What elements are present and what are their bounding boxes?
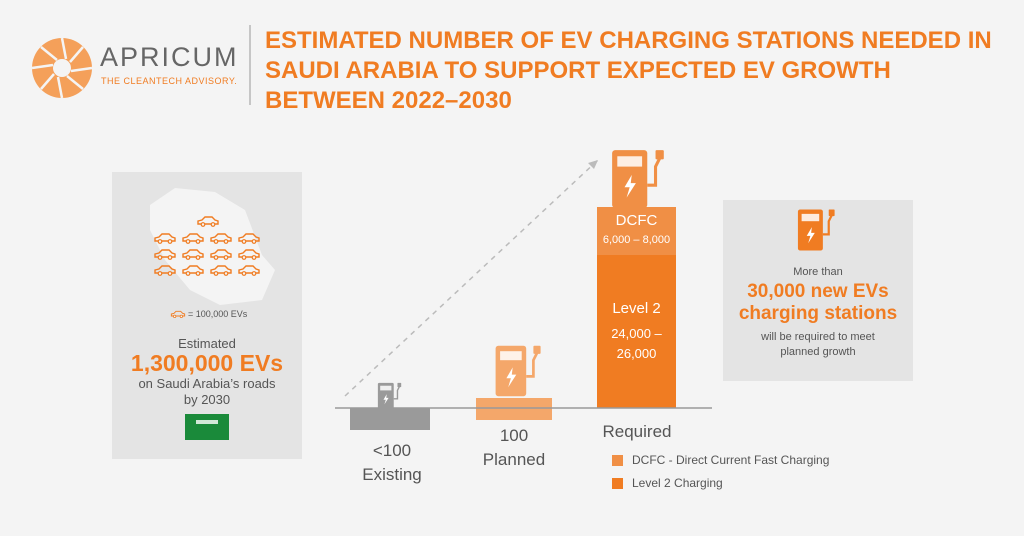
stage-value: <100 (372, 441, 412, 460)
panel-highlight: 1,300,000 EVs (130, 350, 284, 376)
stage-label: Required (602, 422, 672, 441)
segment-value: 24,000 – 26,000 (611, 326, 662, 361)
charger-icon (494, 344, 542, 398)
car-legend: = 100,000 EVs (188, 309, 248, 319)
legend-swatch (612, 478, 623, 489)
charger-icon (377, 382, 402, 410)
segment-value: 6,000 – 8,000 (602, 234, 671, 246)
charger-icon (610, 148, 666, 210)
level2-block (597, 255, 676, 408)
callout-lead: More than (793, 266, 843, 278)
callout-note: will be required to meet planned growth (761, 331, 875, 358)
flag-script (196, 420, 218, 424)
planned-base (476, 398, 552, 420)
dcfc-block (597, 207, 676, 255)
panel-text: on Saudi Arabia’s roads (138, 376, 276, 391)
stage-label: Planned (482, 450, 546, 469)
segment-name: DCFC (615, 212, 658, 229)
trend-arrow (344, 159, 599, 397)
logo-tagline: THE CLEANTECH ADVISORY. (101, 76, 238, 86)
legend-text: DCFC - Direct Current Fast Charging (632, 453, 830, 467)
stage-value: 100 (499, 426, 529, 445)
logo-name: APRICUM (100, 42, 239, 72)
stage-label: Existing (362, 465, 422, 484)
panel-text: Estimated (178, 336, 236, 351)
callout-highlight: 30,000 new EVs charging stations (738, 281, 898, 324)
logo-mark (31, 37, 93, 99)
arrow-head (588, 160, 598, 169)
flag (185, 414, 229, 440)
existing-base (350, 408, 430, 430)
title: ESTIMATED NUMBER OF EV CHARGING STATIONS… (265, 27, 992, 114)
segment-name: Level 2 (612, 300, 661, 317)
legend-swatch (612, 455, 623, 466)
legend-text: Level 2 Charging (632, 476, 723, 490)
panel-text: by 2030 (183, 392, 231, 407)
